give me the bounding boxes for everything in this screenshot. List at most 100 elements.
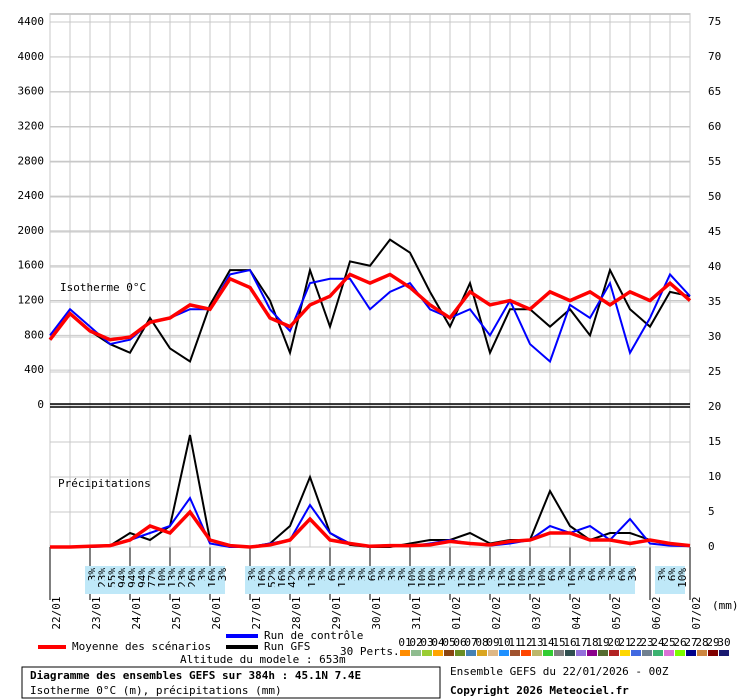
y2-tick-label: 15 <box>708 435 721 448</box>
cloud-icon <box>355 566 365 594</box>
perturbation-name: 23 <box>640 636 653 649</box>
marks <box>48 238 692 549</box>
altitude-note: Altitude du modele : 653m <box>180 653 346 666</box>
perturbation-name: 06 <box>453 636 466 649</box>
cloud-icon <box>265 566 275 594</box>
grid <box>49 14 691 600</box>
cloud-icon <box>215 566 225 594</box>
perturbation-name: 16 <box>563 636 576 649</box>
perturbation-name: 21 <box>618 636 631 649</box>
precip-probability: 3% <box>626 568 639 582</box>
cloud-icon <box>505 566 515 594</box>
chart-title: Diagramme des ensembles GEFS sur 384h : … <box>30 669 361 682</box>
cloud-icon <box>295 566 305 594</box>
y2-tick-label: 60 <box>708 120 721 133</box>
cloud-icon <box>125 566 135 594</box>
y2-tick-label: 25 <box>708 365 721 378</box>
cloud-icon <box>625 566 635 594</box>
perturbation-name: 28 <box>695 636 708 649</box>
cloud-icon <box>115 566 125 594</box>
x-tick-label: 23/01 <box>90 596 103 629</box>
y2-tick-label: 30 <box>708 330 721 343</box>
cloud-icon <box>365 566 375 594</box>
cloud-icon <box>605 566 615 594</box>
x-tick-label: 27/01 <box>250 596 263 629</box>
cloud-icon <box>195 566 205 594</box>
cloud-icon <box>385 566 395 594</box>
y2-tick-label: 55 <box>708 155 721 168</box>
x-tick-label: 31/01 <box>410 596 423 629</box>
perturbation-name: 10 <box>497 636 510 649</box>
perturbation-swatch <box>477 650 487 656</box>
cloud-icon <box>495 566 505 594</box>
perturbation-swatch <box>664 650 674 656</box>
y-tick-label: 400 <box>24 363 44 376</box>
run-info: Ensemble GEFS du 22/01/2026 - 00Z <box>450 665 669 678</box>
cloud-icon <box>575 566 585 594</box>
cloud-icon <box>525 566 535 594</box>
y2-tick-label: 65 <box>708 85 721 98</box>
cloud-icon <box>595 566 605 594</box>
y2-tick-label: 50 <box>708 190 721 203</box>
cloud-icon <box>85 566 95 594</box>
cloud-icon <box>455 566 465 594</box>
cloud-icon <box>375 566 385 594</box>
cloud-icon <box>665 566 675 594</box>
legend-label: Moyenne des scénarios <box>72 640 211 653</box>
y-tick-label: 1600 <box>18 259 45 272</box>
isotherm-label: Isotherme 0°C <box>60 281 146 294</box>
perturbation-swatch <box>598 650 608 656</box>
precip-label: Précipitations <box>58 477 151 490</box>
cloud-icon <box>315 566 325 594</box>
y2-tick-label: 5 <box>708 505 715 518</box>
cloud-icon <box>275 566 285 594</box>
cloud-icon <box>185 566 195 594</box>
cloud-icon <box>555 566 565 594</box>
cloud-icon <box>325 566 335 594</box>
perturbation-name: 20 <box>607 636 620 649</box>
perturbation-swatch <box>587 650 597 656</box>
perturbation-name: 18 <box>585 636 598 649</box>
perturbation-swatch <box>719 650 729 656</box>
legend-label: Run GFS <box>264 640 310 653</box>
y-tick-label: 4400 <box>18 15 45 28</box>
perturbation-swatch <box>433 650 443 656</box>
perturbation-name: 05 <box>442 636 455 649</box>
cloud-icon <box>405 566 415 594</box>
cloud-icon <box>615 566 625 594</box>
perturbation-legend: 0102030405060708091011121314151617181920… <box>398 636 731 656</box>
perturbation-swatch <box>499 650 509 656</box>
perturbation-swatch <box>521 650 531 656</box>
y2-unit: (mm) <box>712 599 739 612</box>
perturbation-swatch <box>708 650 718 656</box>
y-tick-label: 3600 <box>18 85 45 98</box>
perturbation-name: 30 <box>717 636 730 649</box>
perturbation-name: 26 <box>673 636 686 649</box>
perturbation-swatch <box>653 650 663 656</box>
perturbation-name: 14 <box>541 636 555 649</box>
cloud-icon <box>565 566 575 594</box>
perturbation-name: 11 <box>508 636 521 649</box>
perturbation-swatch <box>642 650 652 656</box>
cloud-icon <box>155 566 165 594</box>
legend-label: Run de contrôle <box>264 629 363 642</box>
y2-tick-label: 20 <box>708 400 721 413</box>
perturbation-name: 25 <box>662 636 675 649</box>
cloud-icon <box>425 566 435 594</box>
perturbation-swatch <box>400 650 410 656</box>
cloud-icon <box>475 566 485 594</box>
perturbation-swatch <box>411 650 421 656</box>
y2-tick-label: 0 <box>708 540 715 553</box>
y-tick-label: 800 <box>24 328 44 341</box>
perturbation-name: 29 <box>706 636 719 649</box>
cloud-icon <box>545 566 555 594</box>
perturbations-label: 30 Perts. <box>340 645 400 658</box>
x-tick-label: 02/02 <box>490 596 503 629</box>
cloud-icon <box>245 566 255 594</box>
precip-probability: 10% <box>676 568 689 588</box>
perturbation-swatch <box>488 650 498 656</box>
cloud-icon <box>95 566 105 594</box>
x-tick-label: 26/01 <box>210 596 223 629</box>
chart-subtitle: Isotherme 0°C (m), précipitations (mm) <box>30 684 282 697</box>
